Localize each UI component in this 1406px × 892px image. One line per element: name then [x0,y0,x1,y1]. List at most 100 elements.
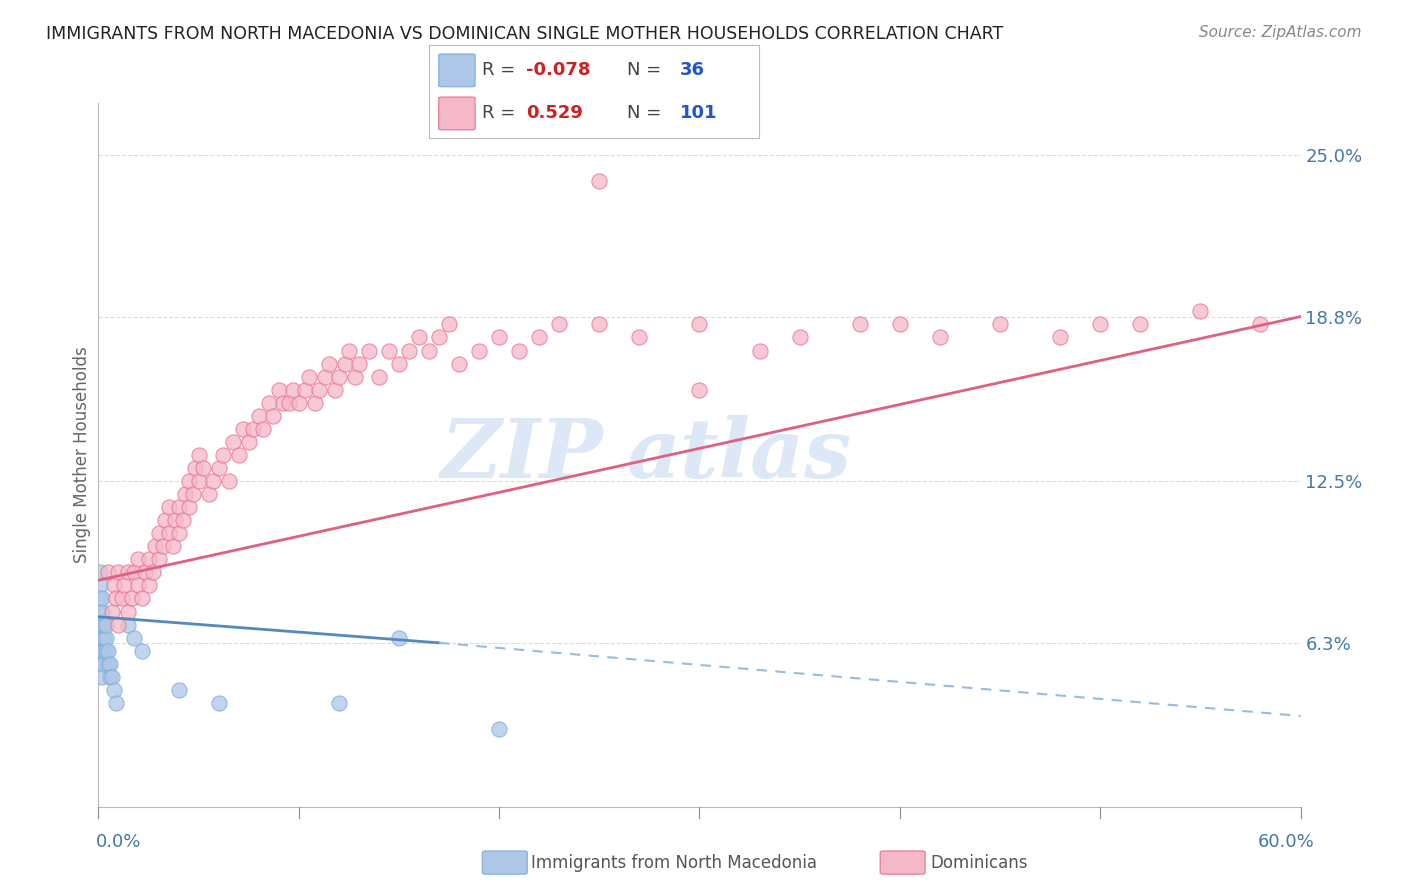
Point [117,605,139,619]
Point [89,591,111,606]
Text: N =: N = [627,103,666,121]
Point [167,500,190,515]
Point [105,591,128,606]
Text: R =: R = [482,62,520,79]
Point [221,434,243,449]
Point [1189,304,1212,318]
Point [89,643,111,657]
Point [89,605,111,619]
Point [1049,330,1071,344]
Point [748,343,770,358]
Text: Dominicans: Dominicans [931,854,1028,871]
Point [368,369,391,384]
Point [267,383,290,397]
Point [93,643,115,657]
Point [101,670,124,684]
Text: 0.529: 0.529 [526,103,583,121]
Point [1250,318,1272,332]
Point [488,722,510,736]
Point [183,461,205,475]
Point [688,383,710,397]
Point [89,578,111,592]
Point [172,513,194,527]
Text: 60.0%: 60.0% [1258,833,1315,851]
Text: atlas: atlas [627,415,852,495]
Point [929,330,952,344]
Point [508,343,530,358]
Point [91,670,114,684]
Point [388,357,411,371]
Point [153,513,176,527]
Point [163,513,186,527]
Point [128,578,150,592]
Point [93,617,115,632]
Point [148,552,170,566]
Point [294,383,316,397]
Point [271,395,294,409]
Point [91,591,114,606]
Text: -0.078: -0.078 [526,62,591,79]
Point [343,369,366,384]
FancyBboxPatch shape [439,97,475,130]
Text: Source: ZipAtlas.com: Source: ZipAtlas.com [1198,25,1361,40]
Point [447,357,470,371]
Point [628,330,651,344]
Text: Immigrants from North Macedonia: Immigrants from North Macedonia [531,854,817,871]
Point [177,500,200,515]
Point [218,474,240,488]
Point [93,631,115,645]
Point [152,539,174,553]
Point [93,657,115,671]
Point [101,605,124,619]
Point [121,591,143,606]
Point [378,343,401,358]
Point [548,318,571,332]
Point [281,383,304,397]
Text: 0.0%: 0.0% [96,833,141,851]
Point [141,566,163,580]
Point [408,330,430,344]
Point [91,617,114,632]
Point [688,318,710,332]
Point [96,617,118,632]
Point [529,330,551,344]
Point [89,617,111,632]
Point [789,330,811,344]
Point [187,474,209,488]
Point [328,696,350,710]
Point [114,578,136,592]
Point [191,461,214,475]
Point [277,395,299,409]
Point [588,174,610,188]
Point [318,357,340,371]
Point [117,617,139,632]
Point [96,643,118,657]
Point [134,566,156,580]
Point [138,552,160,566]
Point [257,395,280,409]
Point [468,343,491,358]
Point [124,631,146,645]
Point [167,526,190,541]
Text: 101: 101 [681,103,717,121]
Point [105,696,128,710]
Point [288,395,311,409]
Point [323,383,346,397]
Point [849,318,872,332]
Point [103,578,125,592]
Point [167,682,190,697]
Point [588,318,610,332]
Text: R =: R = [482,103,520,121]
Point [89,631,111,645]
Point [889,318,911,332]
Point [238,434,260,449]
Point [187,448,209,462]
Point [298,369,321,384]
Point [208,461,231,475]
Point [252,422,274,436]
Point [89,566,111,580]
Point [117,566,139,580]
Point [304,395,326,409]
Point [97,643,120,657]
Point [100,657,122,671]
